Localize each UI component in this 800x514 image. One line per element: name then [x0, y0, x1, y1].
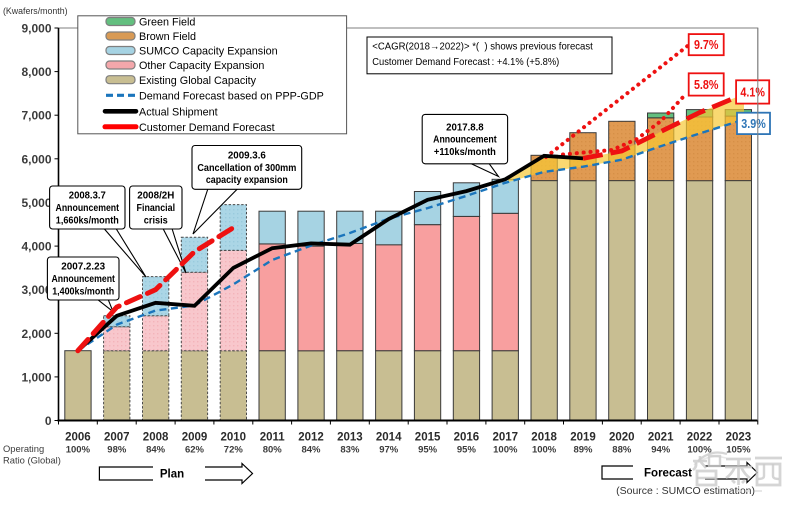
svg-text:(Kwafers/month): (Kwafers/month) — [3, 6, 68, 16]
svg-text:capacity expansion: capacity expansion — [206, 175, 288, 186]
svg-text:2013: 2013 — [337, 432, 363, 444]
svg-text:0: 0 — [45, 414, 52, 428]
svg-text:95%: 95% — [457, 445, 477, 456]
svg-text:2014: 2014 — [376, 432, 402, 444]
svg-text:2021: 2021 — [648, 432, 674, 444]
svg-text:Brown Field: Brown Field — [139, 31, 196, 43]
svg-text:72%: 72% — [224, 445, 244, 456]
svg-text:Green Field: Green Field — [139, 17, 195, 29]
svg-text:SUMCO Capacity Expansion: SUMCO Capacity Expansion — [139, 46, 278, 58]
svg-text:Announcement: Announcement — [433, 135, 497, 146]
svg-text:1,400ks/month: 1,400ks/month — [52, 286, 114, 297]
svg-text:84%: 84% — [146, 445, 166, 456]
svg-text:2016: 2016 — [454, 432, 480, 444]
svg-text:Demand Forecast based on PPP-G: Demand Forecast based on PPP-GDP — [139, 91, 324, 103]
svg-text:Plan: Plan — [160, 469, 184, 481]
svg-text:9.7%: 9.7% — [694, 38, 719, 52]
svg-text:Forecast: Forecast — [644, 468, 692, 480]
svg-text:1,000: 1,000 — [21, 370, 51, 384]
svg-text:105%: 105% — [726, 445, 751, 456]
svg-text:2008.3.7: 2008.3.7 — [69, 191, 106, 202]
svg-text:3.9%: 3.9% — [741, 117, 766, 131]
svg-text:Announcement: Announcement — [51, 274, 115, 285]
svg-text:83%: 83% — [340, 445, 360, 456]
svg-text:Actual Shipment: Actual Shipment — [139, 107, 218, 119]
svg-text:4.1%: 4.1% — [740, 85, 765, 99]
svg-text:89%: 89% — [573, 445, 593, 456]
svg-text:2007: 2007 — [104, 432, 130, 444]
svg-text:Announcement: Announcement — [56, 203, 120, 214]
svg-text:2012: 2012 — [298, 432, 324, 444]
svg-text:Other Capacity Expansion: Other Capacity Expansion — [139, 60, 264, 72]
svg-text:95%: 95% — [418, 445, 438, 456]
svg-text:6,000: 6,000 — [21, 152, 51, 166]
svg-text:(Source : SUMCO estimation): (Source : SUMCO estimation) — [616, 485, 755, 497]
svg-text:Existing Global Capacity: Existing Global Capacity — [139, 75, 257, 87]
svg-text:88%: 88% — [612, 445, 632, 456]
svg-text:+110ks/month: +110ks/month — [434, 147, 496, 158]
svg-text:crisis: crisis — [144, 215, 168, 226]
svg-text:2009.3.6: 2009.3.6 — [228, 151, 266, 162]
svg-text:2008: 2008 — [143, 432, 169, 444]
svg-text:100%: 100% — [493, 445, 518, 456]
svg-text:98%: 98% — [107, 445, 127, 456]
svg-text:1,660ks/month: 1,660ks/month — [56, 215, 119, 226]
svg-text:Financial: Financial — [137, 203, 176, 214]
svg-text:<CAGR(2018→2022)> *( ) shows: <CAGR(2018→2022)> *( ) shows previous fo… — [372, 41, 593, 52]
svg-text:4,000: 4,000 — [21, 240, 51, 254]
svg-text:2007.2.23: 2007.2.23 — [61, 262, 105, 273]
svg-text:9,000: 9,000 — [21, 22, 51, 36]
svg-text:100%: 100% — [66, 445, 91, 456]
svg-text:2018: 2018 — [531, 432, 557, 444]
svg-text:2011: 2011 — [260, 432, 286, 444]
svg-text:8,000: 8,000 — [21, 65, 51, 79]
svg-text:2015: 2015 — [415, 432, 441, 444]
svg-text:2019: 2019 — [570, 432, 596, 444]
svg-text:97%: 97% — [379, 445, 399, 456]
svg-text:100%: 100% — [687, 445, 712, 456]
svg-text:100%: 100% — [532, 445, 557, 456]
svg-text:2017: 2017 — [493, 432, 519, 444]
svg-text:Cancellation of 300mm: Cancellation of 300mm — [197, 163, 296, 174]
svg-text:94%: 94% — [651, 445, 671, 456]
svg-text:80%: 80% — [263, 445, 283, 456]
svg-text:84%: 84% — [301, 445, 321, 456]
svg-text:2017.8.8: 2017.8.8 — [446, 122, 484, 133]
svg-text:2006: 2006 — [65, 432, 91, 444]
svg-text:2009: 2009 — [182, 432, 208, 444]
svg-text:3,000: 3,000 — [21, 283, 51, 297]
svg-text:2,000: 2,000 — [21, 327, 51, 341]
svg-text:Ratio (Global): Ratio (Global) — [3, 455, 61, 466]
svg-text:5,000: 5,000 — [21, 196, 51, 210]
svg-text:Customer Demand Forecast : +4.: Customer Demand Forecast : +4.1% (+5.8%) — [372, 57, 559, 68]
svg-text:2020: 2020 — [609, 432, 635, 444]
svg-text:5.8%: 5.8% — [694, 78, 719, 92]
svg-text:Operating: Operating — [3, 443, 44, 454]
svg-text:2010: 2010 — [221, 432, 247, 444]
svg-text:2022: 2022 — [687, 432, 713, 444]
svg-text:7,000: 7,000 — [21, 109, 51, 123]
svg-text:2023: 2023 — [726, 432, 752, 444]
svg-text:Customer Demand Forecast: Customer Demand Forecast — [139, 122, 275, 134]
svg-text:2008/2H: 2008/2H — [137, 191, 174, 202]
svg-text:62%: 62% — [185, 445, 205, 456]
